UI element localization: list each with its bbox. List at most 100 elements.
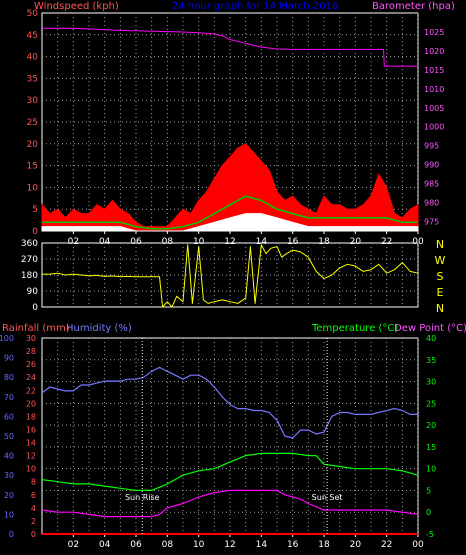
wind-tick-label: 0: [32, 227, 38, 237]
direction-tick-label: 270: [21, 255, 38, 265]
rainfall-axis-label: Rainfall (mm): [2, 323, 70, 334]
temperature-tick-label: 25: [426, 399, 436, 408]
temperature-tick-label: 40: [426, 334, 436, 343]
direction-tick-label: 180: [21, 271, 38, 281]
barometer-tick-label: 1010: [424, 85, 444, 94]
humidity-tick-label: 40: [4, 452, 14, 461]
x-tick-label: 22: [381, 540, 392, 550]
chart-title: 24 hour graph for 14 March 2016: [172, 1, 338, 12]
barometer-tick-label: 975: [424, 218, 439, 227]
temperature-tick-label: 35: [426, 356, 436, 365]
barometer-tick-label: 990: [424, 161, 439, 170]
wind-tick-label: 50: [27, 9, 39, 19]
rainfall-tick-label: 6: [31, 491, 36, 500]
x-tick-label: 00: [412, 540, 424, 550]
rainfall-tick-label: 0: [31, 530, 36, 539]
temp-panel-series: [41, 366, 419, 535]
wind-gust-area: [41, 143, 419, 232]
humidity-tick-label: 100: [0, 334, 14, 343]
rainfall-tick-label: 2: [31, 517, 36, 526]
rainfall-tick-label: 24: [26, 373, 36, 382]
wind-panel-series: [41, 27, 419, 232]
wind-panel-time-ticks: 02 04 06 08 10 12 14 16 18 20 22 00: [68, 231, 424, 247]
x-tick-label: 18: [318, 540, 330, 550]
rainfall-tick-label: 4: [31, 504, 36, 513]
temperature-ticks: -5 0 5 10 15 20 25 30 35 40: [426, 334, 436, 539]
humidity-tick-label: 50: [4, 432, 14, 441]
humidity-axis-label: Humidity (%): [66, 323, 132, 334]
rainfall-tick-label: 8: [31, 478, 36, 487]
wind-direction-line: [42, 244, 419, 308]
temperature-tick-label: 0: [426, 508, 431, 517]
barometer-axis-label: Barometer (hpa): [372, 1, 455, 12]
humidity-tick-label: 30: [4, 471, 14, 480]
barometer-tick-label: 995: [424, 142, 439, 151]
dewpoint-line: [41, 489, 419, 518]
direction-degree-ticks: 0 90 180 270 360: [21, 239, 38, 313]
rainfall-tick-label: 22: [26, 386, 36, 395]
wind-average-line: [42, 195, 418, 230]
temperature-tick-label: 30: [426, 378, 436, 387]
wind-tick-label: 40: [27, 53, 39, 63]
wind-tick-label: 20: [27, 140, 39, 150]
x-tick-label: 22: [381, 237, 392, 247]
barometer-tick-label: 1025: [424, 28, 444, 37]
rainfall-tick-label: 18: [26, 412, 36, 421]
windspeed-axis-label: Windspeed (kph): [34, 1, 119, 12]
temperature-tick-label: 10: [426, 465, 436, 474]
x-tick-label: 00: [412, 237, 424, 247]
rainfall-tick-label: 30: [26, 334, 36, 343]
rainfall-tick-label: 28: [26, 347, 36, 356]
rainfall-tick-label: 20: [26, 399, 36, 408]
sun-annotation-label: Sun Rise: [125, 493, 160, 502]
humidity-tick-label: 60: [4, 412, 14, 421]
x-tick-label: 16: [287, 237, 299, 247]
humidity-tick-label: 0: [9, 530, 14, 539]
direction-series: [42, 244, 419, 308]
humidity-line: [41, 366, 418, 439]
temp-panel-time-ticks: 02 04 06 08 10 12 14 16 18 20 22 00: [68, 534, 424, 550]
barometer-tick-label: 980: [424, 199, 439, 208]
x-tick-label: 14: [256, 540, 268, 550]
wind-tick-label: 45: [27, 31, 38, 41]
temperature-line: [41, 452, 419, 491]
sun-annotations: Sun Rise Sun Set: [125, 338, 343, 534]
x-tick-label: 10: [193, 237, 205, 247]
x-tick-label: 08: [162, 237, 174, 247]
wind-tick-label: 5: [32, 205, 38, 215]
x-tick-label: 12: [224, 237, 235, 247]
barometer-line: [42, 27, 418, 67]
rainfall-tick-label: 12: [26, 452, 36, 461]
humidity-ticks: 0 10 20 30 40 50 60 70 80 90 100: [0, 334, 14, 539]
x-tick-label: 20: [350, 237, 362, 247]
barometer-tick-label: 985: [424, 180, 439, 189]
x-tick-label: 10: [193, 540, 205, 550]
x-tick-label: 16: [287, 540, 299, 550]
humidity-tick-label: 80: [4, 373, 14, 382]
rainfall-tick-label: 10: [26, 465, 36, 474]
x-tick-label: 06: [130, 540, 142, 550]
compass-label: E: [437, 286, 444, 299]
wind-tick-label: 15: [27, 162, 38, 172]
dewpoint-axis-label: Dew Point (°C): [394, 323, 466, 334]
wind-lull-area: [41, 213, 419, 232]
compass-label: W: [435, 254, 446, 267]
temperature-tick-label: 20: [426, 421, 436, 430]
x-tick-label: 02: [68, 540, 79, 550]
barometer-tick-label: 1015: [424, 66, 444, 75]
x-tick-label: 12: [224, 540, 235, 550]
rainfall-tick-label: 16: [26, 425, 36, 434]
temperature-tick-label: 5: [426, 486, 431, 495]
compass-label: S: [437, 270, 444, 283]
sun-annotation-label: Sun Set: [312, 493, 343, 502]
direction-tick-label: 0: [32, 303, 38, 313]
wind-speed-ticks: 0 5 10 15 20 25 30 35 40 45 50: [27, 9, 39, 237]
temperature-tick-label: 15: [426, 443, 436, 452]
x-tick-label: 02: [68, 237, 79, 247]
wind-tick-label: 10: [27, 183, 39, 193]
